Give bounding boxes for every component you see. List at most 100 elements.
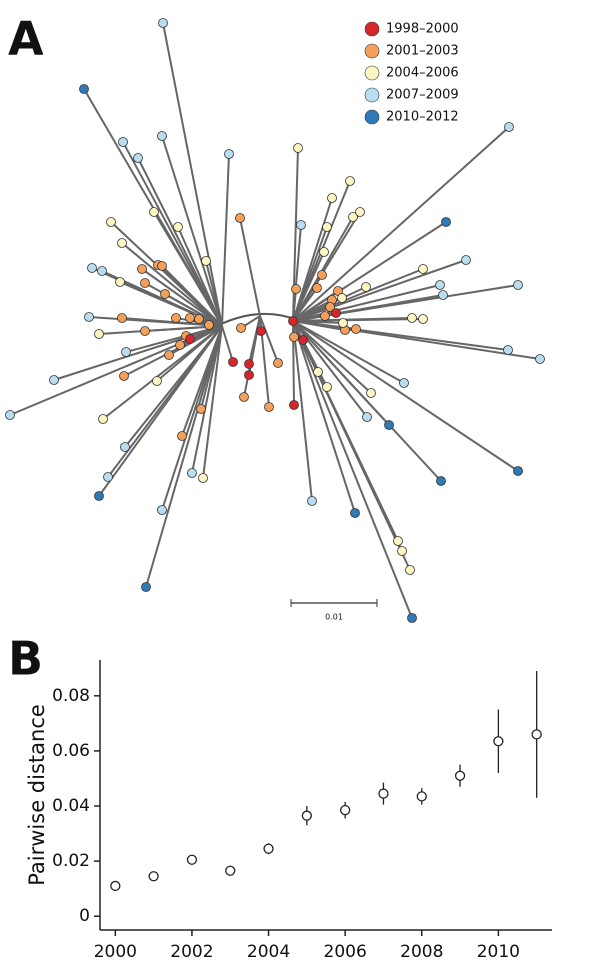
legend-label: 2010–2012 (386, 110, 459, 125)
branch (121, 242, 223, 327)
branch (98, 325, 223, 497)
branch (119, 281, 223, 327)
tip (120, 442, 130, 452)
tip (288, 316, 298, 326)
branch (292, 320, 356, 514)
tip (239, 392, 249, 402)
tip (177, 431, 187, 441)
x-tick-label: 2010 (477, 942, 520, 962)
tip (97, 266, 107, 276)
branch (122, 141, 223, 327)
tip (121, 347, 131, 357)
tip (185, 313, 195, 323)
legend-swatch (364, 109, 380, 125)
tip (438, 290, 448, 300)
y-axis-label: Pairwise distance (25, 704, 49, 886)
point (531, 729, 542, 740)
legend-swatch (364, 21, 380, 37)
tip (204, 320, 214, 330)
y-tick-label: 0 (79, 906, 90, 926)
x-tick-label: 2004 (247, 942, 290, 962)
tip (513, 280, 523, 290)
branch (177, 226, 223, 327)
branch (221, 153, 230, 327)
tip (350, 508, 360, 518)
tip (298, 335, 308, 345)
tip (236, 323, 246, 333)
branch (161, 325, 223, 511)
tip (355, 207, 365, 217)
tip (384, 420, 394, 430)
tip (224, 149, 234, 159)
tip (196, 404, 206, 414)
tip (84, 312, 94, 322)
branch (259, 315, 279, 364)
tip (320, 311, 330, 321)
panel-label: B (8, 632, 43, 686)
tip (291, 284, 301, 294)
branch (292, 320, 519, 472)
tip (503, 345, 513, 355)
tip (152, 376, 162, 386)
tip (187, 468, 197, 478)
tip (399, 378, 409, 388)
tip (133, 153, 143, 163)
point (110, 880, 121, 892)
tip (228, 357, 238, 367)
tip (322, 382, 332, 392)
tip (461, 255, 471, 265)
tip (198, 473, 208, 483)
tip (157, 261, 167, 271)
branch (205, 260, 223, 327)
tip (49, 375, 59, 385)
tip (296, 220, 306, 230)
point (416, 791, 427, 802)
tip (338, 318, 348, 328)
point (340, 805, 351, 816)
tip (351, 324, 361, 334)
tip (418, 264, 428, 274)
branch (145, 325, 223, 588)
point (378, 788, 389, 799)
branch (292, 251, 325, 322)
tip (513, 466, 523, 476)
tip (160, 289, 170, 299)
tip (118, 137, 128, 147)
branch (161, 265, 223, 327)
tip (273, 358, 283, 368)
branch (292, 320, 541, 360)
branch (292, 126, 510, 322)
tip (327, 193, 337, 203)
tip (244, 359, 254, 369)
branch (292, 320, 405, 384)
branch (161, 135, 223, 327)
branch (292, 288, 297, 322)
tip (293, 143, 303, 153)
branch (162, 22, 223, 327)
tip (5, 410, 15, 420)
tip (345, 176, 355, 186)
legend-swatch (364, 87, 380, 103)
tip (325, 302, 335, 312)
tip (256, 326, 266, 336)
tip (348, 212, 358, 222)
tip (366, 388, 376, 398)
x-tick-label: 2006 (324, 942, 367, 962)
branch (102, 325, 223, 420)
tip (141, 582, 151, 592)
tip (117, 238, 127, 248)
tip (405, 565, 415, 575)
tip (235, 213, 245, 223)
point (454, 770, 466, 781)
tip (418, 314, 428, 324)
tip (393, 536, 403, 546)
tip (362, 412, 372, 422)
tip (119, 371, 129, 381)
y-tick-label: 0.04 (52, 796, 90, 816)
tip (436, 476, 446, 486)
tip (407, 613, 417, 623)
legend-label: 2001–2003 (386, 44, 459, 59)
tip (140, 278, 150, 288)
tip (158, 18, 168, 28)
branch (292, 306, 331, 322)
